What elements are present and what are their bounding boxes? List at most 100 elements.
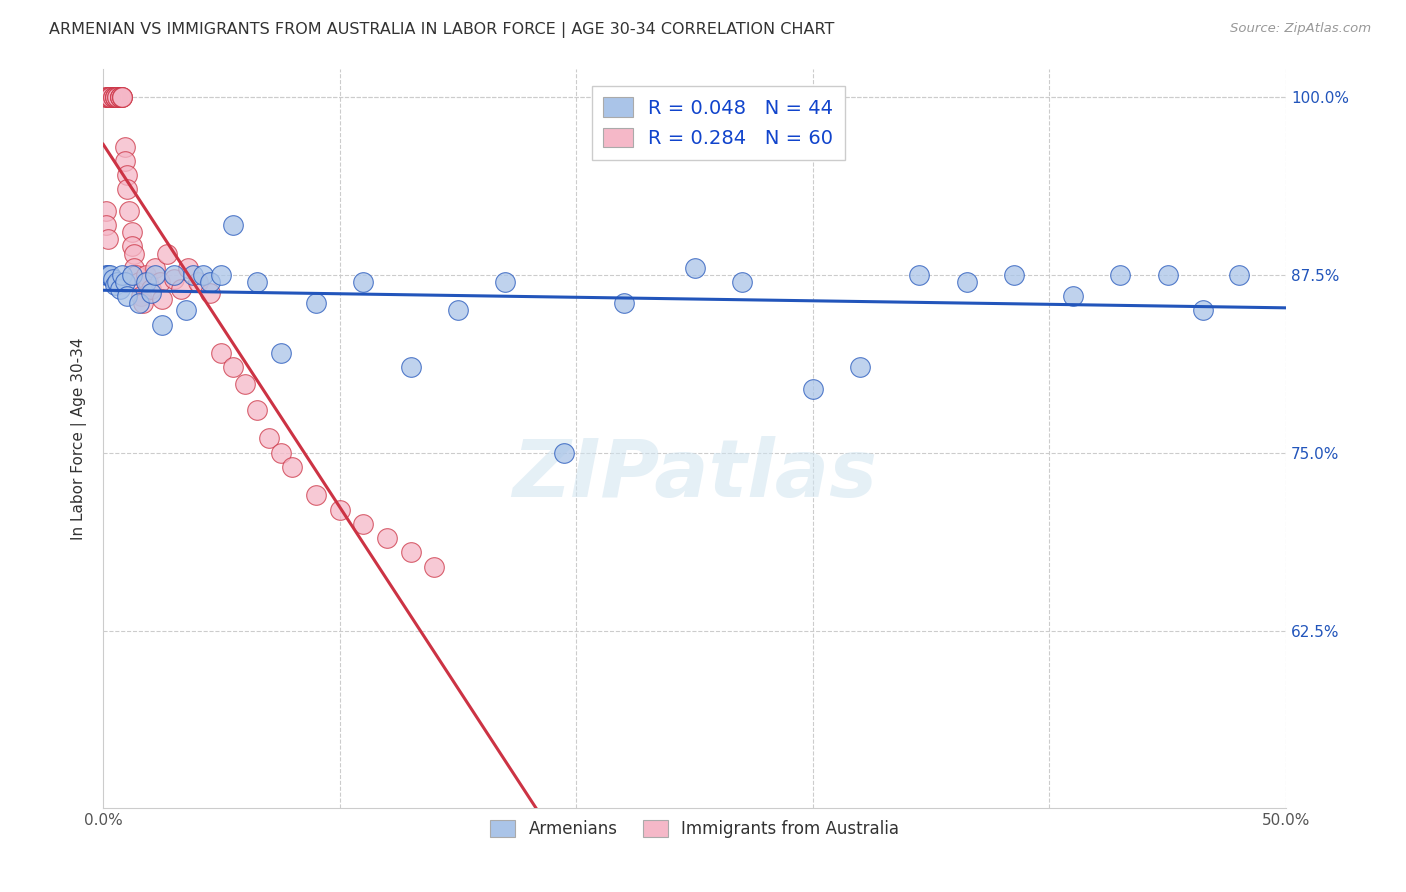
Point: [270, 446, 292, 460]
Point: [107, 90, 129, 104]
Text: ZIPatlas: ZIPatlas: [512, 436, 877, 515]
Point: [494, 275, 516, 289]
Point: [114, 275, 136, 289]
Point: [143, 268, 166, 282]
Point: [211, 346, 233, 360]
Point: [150, 318, 173, 332]
Text: ARMENIAN VS IMMIGRANTS FROM AUSTRALIA IN LABOR FORCE | AGE 30-34 CORRELATION CHA: ARMENIAN VS IMMIGRANTS FROM AUSTRALIA IN…: [49, 22, 835, 38]
Y-axis label: In Labor Force | Age 30-34: In Labor Force | Age 30-34: [72, 337, 87, 540]
Text: Source: ZipAtlas.com: Source: ZipAtlas.com: [1230, 22, 1371, 36]
Point: [114, 154, 136, 169]
Point: [352, 275, 374, 289]
Point: [211, 268, 233, 282]
Point: [121, 268, 143, 282]
Point: [135, 268, 157, 282]
Legend: Armenians, Immigrants from Australia: Armenians, Immigrants from Australia: [484, 813, 905, 845]
Point: [108, 90, 131, 104]
Point: [121, 239, 143, 253]
Point: [447, 303, 470, 318]
Point: [1062, 289, 1084, 303]
Point: [115, 289, 138, 303]
Point: [305, 296, 328, 310]
Point: [849, 360, 872, 375]
Point: [170, 282, 193, 296]
Point: [104, 90, 127, 104]
Point: [198, 275, 221, 289]
Point: [107, 275, 129, 289]
Point: [246, 403, 269, 417]
Point: [111, 90, 134, 104]
Point: [143, 260, 166, 275]
Point: [108, 282, 131, 296]
Point: [114, 140, 136, 154]
Point: [270, 346, 292, 360]
Point: [1227, 268, 1250, 282]
Point: [97, 90, 120, 104]
Point: [111, 90, 134, 104]
Point: [399, 360, 422, 375]
Point: [97, 232, 120, 246]
Point: [163, 272, 186, 286]
Point: [683, 260, 706, 275]
Point: [118, 203, 141, 218]
Point: [233, 377, 256, 392]
Point: [94, 90, 117, 104]
Point: [108, 90, 131, 104]
Point: [156, 246, 179, 260]
Point: [122, 246, 145, 260]
Point: [104, 277, 127, 292]
Point: [423, 559, 446, 574]
Point: [139, 282, 162, 296]
Point: [132, 296, 155, 310]
Point: [246, 275, 269, 289]
Point: [136, 275, 159, 289]
Point: [115, 168, 138, 182]
Point: [1192, 303, 1215, 318]
Point: [553, 446, 575, 460]
Point: [191, 268, 214, 282]
Point: [352, 516, 374, 531]
Point: [1109, 268, 1132, 282]
Point: [1157, 268, 1180, 282]
Point: [198, 286, 221, 301]
Point: [128, 296, 150, 310]
Point: [135, 275, 157, 289]
Point: [98, 90, 121, 104]
Point: [281, 459, 304, 474]
Point: [139, 286, 162, 301]
Point: [108, 90, 131, 104]
Point: [305, 488, 328, 502]
Point: [101, 90, 124, 104]
Point: [104, 90, 127, 104]
Point: [613, 296, 636, 310]
Point: [375, 531, 398, 545]
Point: [181, 268, 204, 282]
Point: [94, 268, 117, 282]
Point: [97, 90, 120, 104]
Point: [98, 90, 121, 104]
Point: [115, 182, 138, 196]
Point: [94, 90, 117, 104]
Point: [150, 292, 173, 306]
Point: [399, 545, 422, 559]
Point: [101, 90, 124, 104]
Point: [731, 275, 754, 289]
Point: [111, 90, 134, 104]
Point: [149, 275, 172, 289]
Point: [94, 218, 117, 232]
Point: [101, 272, 124, 286]
Point: [122, 260, 145, 275]
Point: [129, 289, 152, 303]
Point: [163, 268, 186, 282]
Point: [222, 218, 245, 232]
Point: [121, 225, 143, 239]
Point: [111, 268, 134, 282]
Point: [257, 432, 280, 446]
Point: [174, 303, 197, 318]
Point: [222, 360, 245, 375]
Point: [329, 502, 352, 516]
Point: [1002, 268, 1025, 282]
Point: [128, 275, 150, 289]
Point: [955, 275, 977, 289]
Point: [98, 268, 121, 282]
